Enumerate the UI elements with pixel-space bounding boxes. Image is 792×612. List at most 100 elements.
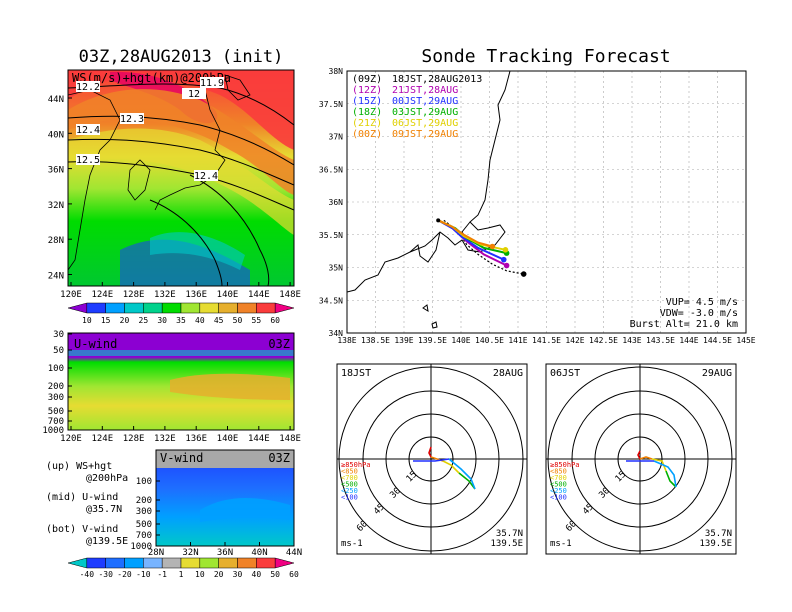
v-wind-cyan-core bbox=[200, 498, 290, 522]
hodograph-unit: ms-1 bbox=[341, 539, 363, 549]
sonde-landing-point bbox=[520, 271, 527, 277]
contour-label: 12.4 bbox=[194, 171, 218, 182]
v-wind-label: V-wind bbox=[160, 451, 203, 465]
sonde-landing-point bbox=[489, 243, 496, 250]
track-x-tick-label: 145E bbox=[736, 336, 755, 345]
height-contour bbox=[68, 138, 294, 186]
contour-label-box bbox=[182, 88, 206, 99]
ws-colorbar-swatch bbox=[256, 302, 276, 314]
uv-colorbar-swatch bbox=[86, 557, 106, 569]
ws-colorbar-label: 50 bbox=[233, 316, 243, 325]
uv-colorbar-label: 20 bbox=[214, 570, 224, 579]
contour-label: 12.4 bbox=[76, 125, 100, 136]
legend-bot-level: @139.5E bbox=[86, 536, 128, 547]
map-x-tick-label: 144E bbox=[248, 290, 270, 300]
hodograph-trace bbox=[428, 446, 432, 458]
uv-colorbar-label: -1 bbox=[157, 570, 167, 579]
track-legend-code: (18Z) bbox=[352, 107, 382, 118]
u-wind-x-tick-label: 144E bbox=[248, 434, 270, 444]
contour-label: 12.3 bbox=[120, 114, 144, 125]
ws-colorbar-swatch bbox=[218, 302, 238, 314]
track-x-tick-label: 140.5E bbox=[475, 336, 504, 345]
hodograph-level-legend: ≥850hPa bbox=[341, 461, 371, 469]
ws-colorbar-swatch bbox=[161, 302, 182, 314]
jet-core-band bbox=[68, 70, 294, 150]
ws-colorbar-swatch bbox=[199, 302, 219, 314]
legend-bot: (bot) V-wind bbox=[46, 524, 118, 535]
track-y-tick-label: 37N bbox=[329, 133, 344, 142]
ws-colorbar-label: 40 bbox=[195, 316, 205, 325]
sonde-track-line bbox=[437, 219, 493, 248]
map-x-ticks: 120E 124E 128E 132E 136E 140E 144E 148E bbox=[60, 282, 301, 300]
coastline-asia bbox=[68, 89, 121, 271]
v-wind-x-tick-label: 36N bbox=[217, 548, 233, 558]
track-x-tick-label: 143.5E bbox=[646, 336, 675, 345]
map-y-tick-label: 24N bbox=[48, 272, 64, 282]
hodograph-level-legend: <500 bbox=[550, 481, 567, 489]
ws-colorbar-label: 20 bbox=[120, 316, 130, 325]
hodograph-lon: 139.5E bbox=[699, 539, 732, 549]
v-wind-y-tick-label: 1000 bbox=[130, 542, 152, 552]
contour-labels: 12.2 11.912 12.3 12.4 12.5 12.4 bbox=[76, 77, 224, 182]
track-legend: (09Z) 18JST,28AUG2013 (12Z) 21JST,28AUG (15Z… bbox=[352, 74, 482, 140]
panel-legend: (up) WS+hgt @200hPa (mid) U-wind @35.7N … bbox=[46, 461, 128, 547]
contour-label: 11.9 bbox=[200, 78, 224, 89]
legend-up-level: @200hPa bbox=[86, 473, 128, 484]
ws-map-panel: 03Z,28AUG2013 (init) WS(m/s)+hgt(km)@200… bbox=[48, 47, 301, 325]
u-wind-x-tick-label: 148E bbox=[279, 434, 301, 444]
hodograph-trace bbox=[653, 460, 677, 488]
map-x-tick-label: 124E bbox=[91, 290, 113, 300]
ws-colorbar-swatch bbox=[86, 302, 106, 314]
map-x-tick-label: 120E bbox=[60, 290, 82, 300]
hodograph-trace bbox=[665, 470, 677, 488]
contour-label-box bbox=[76, 154, 100, 165]
u-wind-x-tick-label: 124E bbox=[91, 434, 113, 444]
u-wind-y-tick-label: 300 bbox=[48, 393, 64, 403]
contour-label: 12.5 bbox=[76, 155, 100, 166]
uv-colorbar-label: 1 bbox=[179, 570, 184, 579]
track-x-tick-label: 141E bbox=[508, 336, 527, 345]
hodograph-level-legend: <700 bbox=[550, 474, 567, 482]
sonde-landing-point bbox=[503, 262, 510, 269]
contour-label-box bbox=[194, 170, 218, 181]
track-x-tick-label: 140E bbox=[451, 336, 470, 345]
uv-colorbar-swatch bbox=[67, 557, 88, 569]
v-wind-x-tick-label: 40N bbox=[251, 548, 267, 558]
hodograph-trace bbox=[442, 460, 460, 474]
hodograph-trace bbox=[413, 458, 450, 462]
map-y-ticks: 44N 40N 36N 32N 28N 24N bbox=[48, 95, 72, 282]
ws-colorbar-label: 10 bbox=[82, 316, 92, 325]
hodograph-trace bbox=[637, 450, 641, 460]
legend-up: (up) WS+hgt bbox=[46, 461, 112, 472]
legend-mid-level: @35.7N bbox=[86, 504, 122, 515]
contour-label-box bbox=[200, 77, 224, 88]
uv-colorbar-swatch bbox=[237, 557, 257, 569]
coastline-izu bbox=[409, 231, 441, 263]
uv-colorbar-swatch bbox=[256, 557, 276, 569]
uv-colorbar-swatch bbox=[199, 557, 219, 569]
v-wind-x-tick-label: 44N bbox=[286, 548, 302, 558]
v-wind-y-tick-label: 300 bbox=[136, 507, 152, 517]
ws-colorbar-label: 55 bbox=[252, 316, 262, 325]
ws-colorbar-swatch bbox=[274, 302, 295, 314]
track-x-tick-label: 141.5E bbox=[532, 336, 561, 345]
track-legend-code: (09Z) bbox=[352, 74, 382, 85]
ws-colorbar-swatch bbox=[105, 302, 125, 314]
track-legend-time: 03JST,29AUG bbox=[392, 107, 458, 118]
map-y-tick-label: 40N bbox=[48, 130, 64, 140]
hodograph-level-legend: <850 bbox=[550, 468, 567, 476]
uv-colorbar-label: 10 bbox=[195, 570, 205, 579]
track-x-tick-label: 142E bbox=[565, 336, 584, 345]
contour-label-box bbox=[120, 113, 144, 124]
u-wind-x-tick-label: 120E bbox=[60, 434, 82, 444]
track-legend-code: (12Z) bbox=[352, 85, 382, 96]
track-legend-time: 18JST,28AUG2013 bbox=[392, 74, 482, 85]
uv-colorbar-swatch bbox=[161, 557, 182, 569]
hodograph-level-legend: ≥850hPa bbox=[550, 461, 580, 469]
track-y-tick-label: 34N bbox=[329, 329, 344, 338]
track-y-tick-label: 37.5N bbox=[319, 100, 343, 109]
